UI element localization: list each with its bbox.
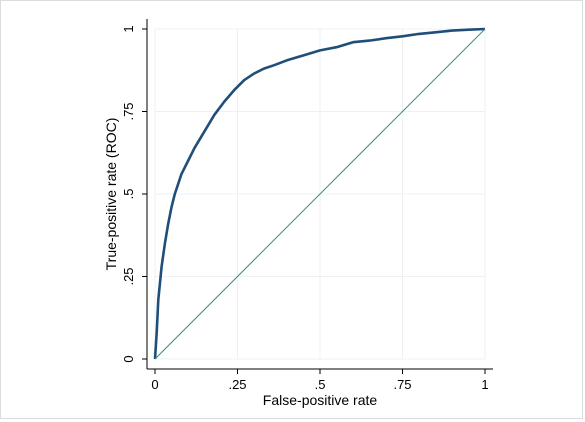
y-tick-label-4: 1 bbox=[121, 25, 136, 32]
y-ticks: 0 .25 .5 .75 1 bbox=[121, 25, 147, 363]
x-tick-label-2: .5 bbox=[315, 377, 326, 392]
series-line-1 bbox=[154, 28, 486, 360]
y-tick-label-2: .5 bbox=[121, 189, 136, 200]
x-tick-label-3: .75 bbox=[393, 377, 411, 392]
x-tick-label-1: .25 bbox=[228, 377, 246, 392]
y-tick-label-1: .25 bbox=[121, 267, 136, 285]
y-tick-label-3: .75 bbox=[121, 102, 136, 120]
grid-lines bbox=[154, 28, 486, 360]
y-axis-title: True-positive rate (ROC) bbox=[103, 118, 119, 271]
series-layer bbox=[153, 27, 486, 360]
x-axis-title: False-positive rate bbox=[263, 392, 378, 408]
series-line-0 bbox=[153, 27, 486, 360]
x-tick-label-0: 0 bbox=[151, 377, 158, 392]
x-ticks: 0 .25 .5 .75 1 bbox=[151, 369, 489, 392]
x-tick-label-4: 1 bbox=[481, 377, 488, 392]
y-tick-label-0: 0 bbox=[121, 355, 136, 362]
